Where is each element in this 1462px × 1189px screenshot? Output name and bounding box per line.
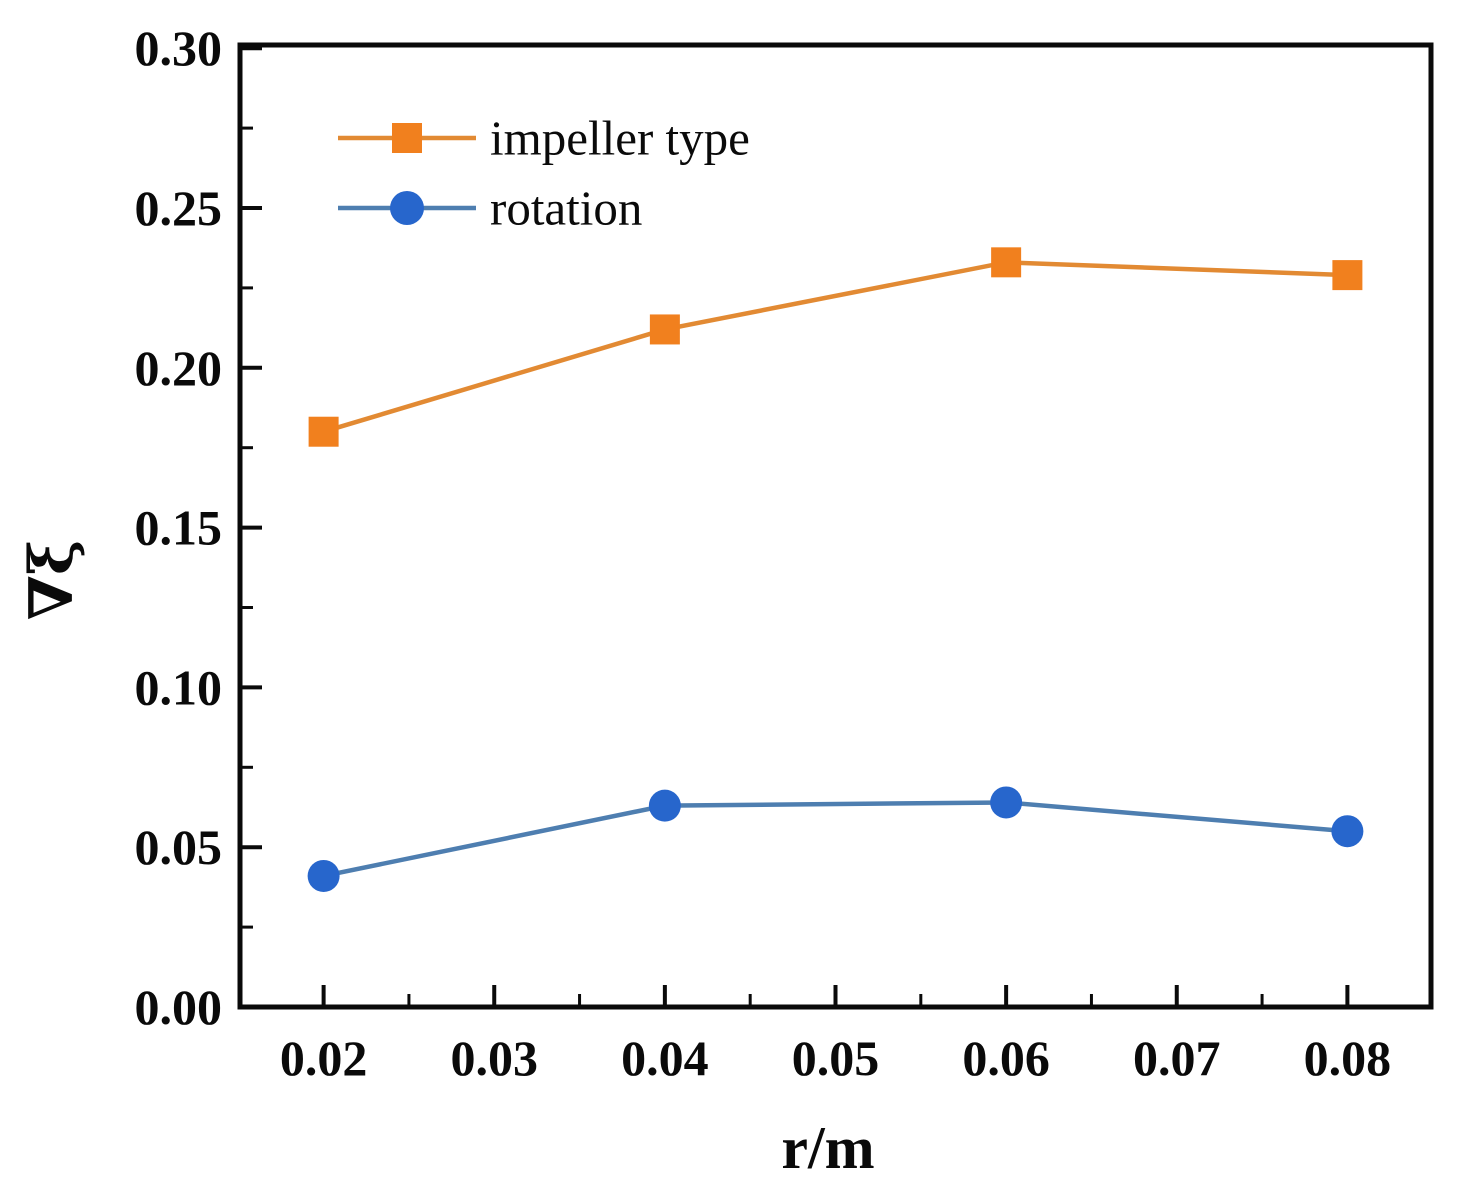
data-point-impeller-type xyxy=(991,247,1022,278)
y-tick-label: 0.25 xyxy=(135,180,223,236)
x-tick-label: 0.04 xyxy=(621,1030,709,1086)
x-tick-label: 0.02 xyxy=(280,1030,368,1086)
x-tick-label: 0.08 xyxy=(1304,1030,1392,1086)
x-axis-title: r/m xyxy=(781,1115,875,1181)
legend-marker-impeller-type xyxy=(392,123,422,153)
data-point-rotation xyxy=(648,789,681,822)
y-tick-label: 0.30 xyxy=(135,20,223,76)
legend-label-impeller-type: impeller type xyxy=(490,111,750,166)
axis-frame xyxy=(237,42,1434,1010)
y-tick-label: 0.10 xyxy=(135,659,223,715)
data-point-rotation xyxy=(307,859,340,892)
x-tick-label: 0.06 xyxy=(962,1030,1050,1086)
y-tick-label: 0.05 xyxy=(135,819,223,875)
series-line-impeller-type xyxy=(322,260,1348,434)
data-point-impeller-type xyxy=(649,314,680,345)
y-tick-label: 0.20 xyxy=(135,340,223,396)
data-point-rotation xyxy=(990,786,1023,819)
x-tick-label: 0.03 xyxy=(450,1030,538,1086)
legend-label-rotation: rotation xyxy=(490,181,642,236)
data-point-impeller-type xyxy=(1332,260,1363,291)
legend-marker-rotation xyxy=(390,191,424,225)
x-tick-label: 0.07 xyxy=(1133,1030,1221,1086)
y-axis-title: ∇ξ xyxy=(17,539,87,621)
y-tick-label: 0.00 xyxy=(135,979,223,1035)
y-tick-label: 0.15 xyxy=(135,500,223,556)
data-point-impeller-type xyxy=(308,416,339,447)
data-point-rotation xyxy=(1331,815,1364,848)
x-tick-label: 0.05 xyxy=(792,1030,880,1086)
series-line-rotation xyxy=(323,800,1348,879)
